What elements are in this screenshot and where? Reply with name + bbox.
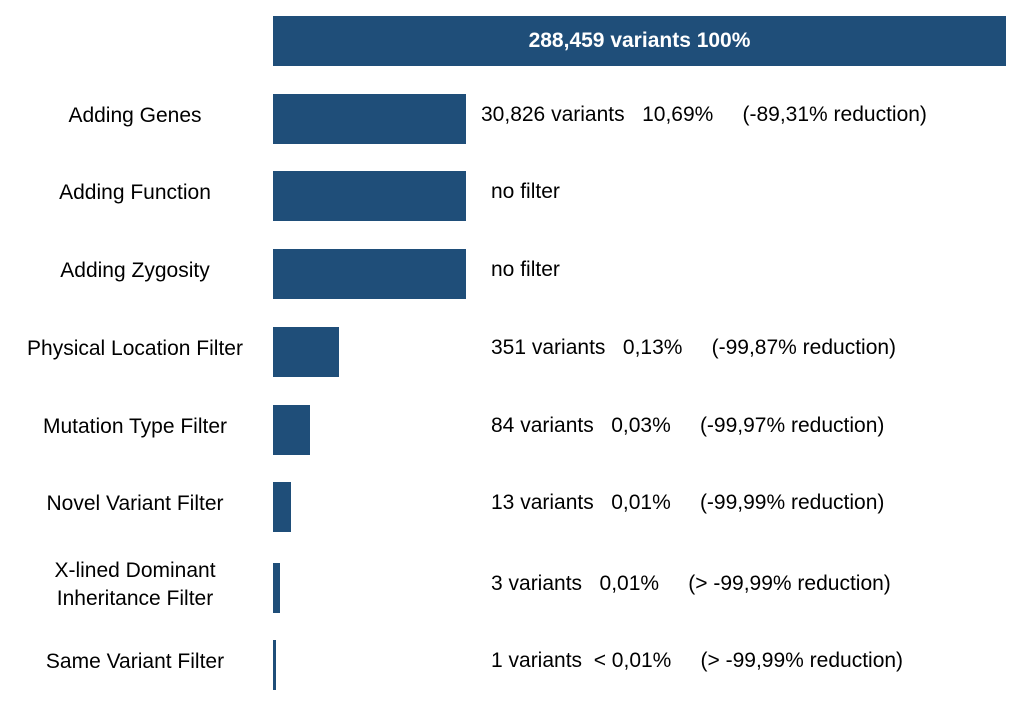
bar-5 <box>273 482 291 532</box>
category-label: Adding Function <box>59 181 211 204</box>
bar-total <box>273 16 1006 66</box>
bar-6 <box>273 563 280 613</box>
category-label: Mutation Type Filter <box>42 415 228 438</box>
category-label: Adding Genes <box>68 104 202 127</box>
category-label: Novel Variant Filter <box>46 492 224 515</box>
value-annotation: 84 variants 0,03% (-99,97% reduction) <box>491 414 885 437</box>
bar-total-label: 288,459 variants 100% <box>528 29 751 52</box>
bar-0 <box>273 94 466 144</box>
bar-3 <box>273 327 339 377</box>
value-annotation: no filter <box>491 180 560 203</box>
value-annotation: 3 variants 0,01% (> -99,99% reduction) <box>491 572 891 595</box>
bar-1 <box>273 171 466 221</box>
category-label: Physical Location Filter <box>27 337 243 360</box>
value-annotation: 351 variants 0,13% (-99,87% reduction) <box>491 336 897 359</box>
category-label: Same Variant Filter <box>45 650 225 673</box>
bar-2 <box>273 249 466 299</box>
value-annotation: 30,826 variants 10,69% (-89,31% reductio… <box>481 103 927 126</box>
bar-7 <box>273 640 276 690</box>
value-annotation: no filter <box>491 258 560 281</box>
category-label: X-lined Dominant Inheritance Filter <box>54 559 216 610</box>
category-label: Adding Zygosity <box>60 259 210 282</box>
value-annotation: 13 variants 0,01% (-99,99% reduction) <box>491 491 885 514</box>
bar-4 <box>273 405 310 455</box>
value-annotation: 1 variants < 0,01% (> -99,99% reduction) <box>491 649 904 672</box>
